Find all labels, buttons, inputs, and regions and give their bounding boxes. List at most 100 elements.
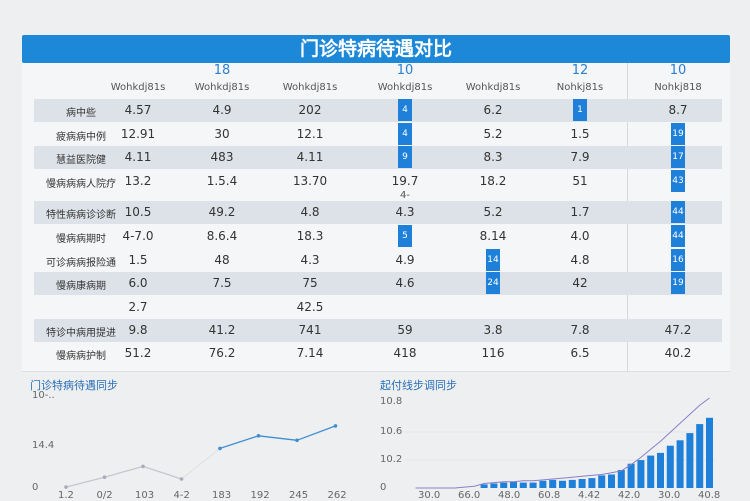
- x-tick-label: 48.0: [498, 490, 521, 501]
- table-row: 慢病病病人院疗 13.2 1.5.4 13.70 19.7 18.2 51 43 4-: [34, 170, 722, 201]
- bar: [500, 482, 508, 488]
- data-point: [64, 485, 68, 489]
- x-tick-label: 1.2: [58, 490, 74, 501]
- table-cell: 4.11: [124, 150, 152, 164]
- y-tick-label: 0: [380, 482, 387, 493]
- table-cell: 12.1: [296, 127, 324, 141]
- table-cell: 42.5: [296, 300, 324, 314]
- table-cell: 4.9: [212, 103, 232, 117]
- x-tick-label: 4.42: [578, 490, 601, 501]
- table-cell: 40.2: [664, 346, 692, 360]
- bar: [706, 417, 713, 488]
- row-label: 可诊病病报险通: [46, 258, 116, 269]
- table-row: 2.7 42.5: [34, 296, 722, 319]
- table-cell: 4.9: [395, 253, 415, 267]
- table-cell: 51.2: [124, 346, 152, 360]
- x-tick-label: 60.8: [538, 490, 561, 501]
- data-point: [295, 438, 299, 443]
- bar: [617, 470, 625, 488]
- highlighted-cell: 5: [398, 225, 412, 247]
- data-point: [256, 434, 261, 438]
- chart-title: 起付线步调同步: [380, 379, 457, 392]
- line-segment: [104, 465, 144, 478]
- table-cell: 1.7: [570, 205, 590, 219]
- table-cell: 4.8: [300, 205, 320, 219]
- highlighted-cell: 19: [671, 123, 685, 145]
- row-label: 慢病病护制: [56, 351, 106, 362]
- highlighted-cell: 24: [486, 272, 500, 294]
- x-tick-label: 183: [212, 490, 232, 501]
- column-header: Wohkdj81s: [110, 82, 166, 93]
- table-cell: 42: [572, 276, 588, 290]
- table-cell: 8.3: [483, 150, 503, 164]
- line-segment: [142, 465, 182, 480]
- data-point: [218, 446, 222, 451]
- bar: [696, 424, 704, 488]
- bar: [578, 479, 586, 488]
- table-cell: 116: [481, 346, 505, 360]
- table-row: 慢病病护制 51.2 76.2 7.14 418 116 6.5 40.2: [34, 342, 722, 365]
- bar: [510, 481, 517, 488]
- highlighted-cell: 14: [486, 249, 500, 271]
- table-cell: 8.7: [668, 103, 688, 117]
- table-cell: 6.5: [570, 346, 590, 360]
- bar: [608, 474, 615, 488]
- bar: [647, 455, 655, 488]
- table-cell: 2.7: [128, 300, 148, 314]
- table-cell: 41.2: [208, 323, 236, 337]
- table-cell: 7.5: [212, 276, 232, 290]
- column-header: Nohkj81s: [556, 82, 604, 93]
- table-cell: 1.5: [128, 253, 148, 267]
- table-cell: 18.2: [479, 174, 507, 188]
- cell-note: 4-: [400, 190, 410, 201]
- table-cell: 5.2: [483, 127, 503, 141]
- row-label: 病中些: [66, 108, 96, 119]
- table-cell: 4.57: [124, 103, 152, 117]
- column-group-header: 12: [571, 63, 589, 78]
- highlighted-cell: 4: [398, 99, 412, 121]
- x-tick-label: 245: [289, 490, 309, 501]
- table-cell: 48: [214, 253, 230, 267]
- x-tick-label: 40.8: [698, 490, 721, 501]
- row-label: 慢病康病期: [56, 281, 106, 292]
- table-row: 可诊病病报险通 1.5 48 4.3 4.9 14 4.8 16: [34, 249, 722, 272]
- x-tick-label: 42.0: [618, 490, 641, 501]
- table-cell: 8.14: [479, 229, 507, 243]
- line-segment: [296, 425, 336, 441]
- table-cell: 202: [298, 103, 322, 117]
- table-cell: 4.6: [395, 276, 415, 290]
- table-cell: 13.70: [292, 174, 328, 188]
- table-cell: 76.2: [208, 346, 236, 360]
- table-cell: 6.0: [128, 276, 148, 290]
- table-row: 病中些 4.57 4.9 202 4 6.2 1 8.7: [34, 99, 722, 122]
- table-cell: 3.8: [483, 323, 503, 337]
- table-cell: 4.0: [570, 229, 590, 243]
- table-cell: 18.3: [296, 229, 324, 243]
- data-point: [333, 424, 338, 428]
- table-cell: 6.2: [483, 103, 503, 117]
- x-tick-label: 4-2: [173, 490, 190, 501]
- bar: [529, 482, 537, 488]
- row-label: 慢病病病人院疗: [46, 179, 116, 190]
- bar: [568, 479, 576, 488]
- table-cell: 7.9: [570, 150, 590, 164]
- data-point: [102, 475, 107, 479]
- trend-line: [415, 397, 710, 489]
- bar: [539, 480, 547, 488]
- line-segment: [219, 435, 259, 450]
- column-group-header: 10: [396, 63, 414, 78]
- table-cell: 5.2: [483, 205, 503, 219]
- table-cell: 10.5: [124, 205, 152, 219]
- table-cell: 741: [298, 323, 322, 337]
- table-cell: 418: [393, 346, 417, 360]
- line-segment: [258, 435, 298, 441]
- highlighted-cell: 1: [573, 99, 587, 121]
- x-tick-label: 30.0: [658, 490, 681, 501]
- column-group-header: 10: [669, 63, 687, 78]
- table-row: 疲病病中例 12.91 30 12.1 4 5.2 1.5 19: [34, 123, 722, 146]
- y-tick-label: 10.6: [380, 426, 403, 437]
- line-plot: [64, 424, 338, 489]
- y-tick-label: 10.2: [380, 454, 403, 465]
- y-tick-label: 10-..: [32, 390, 55, 401]
- y-tick-label: 14.4: [32, 440, 55, 451]
